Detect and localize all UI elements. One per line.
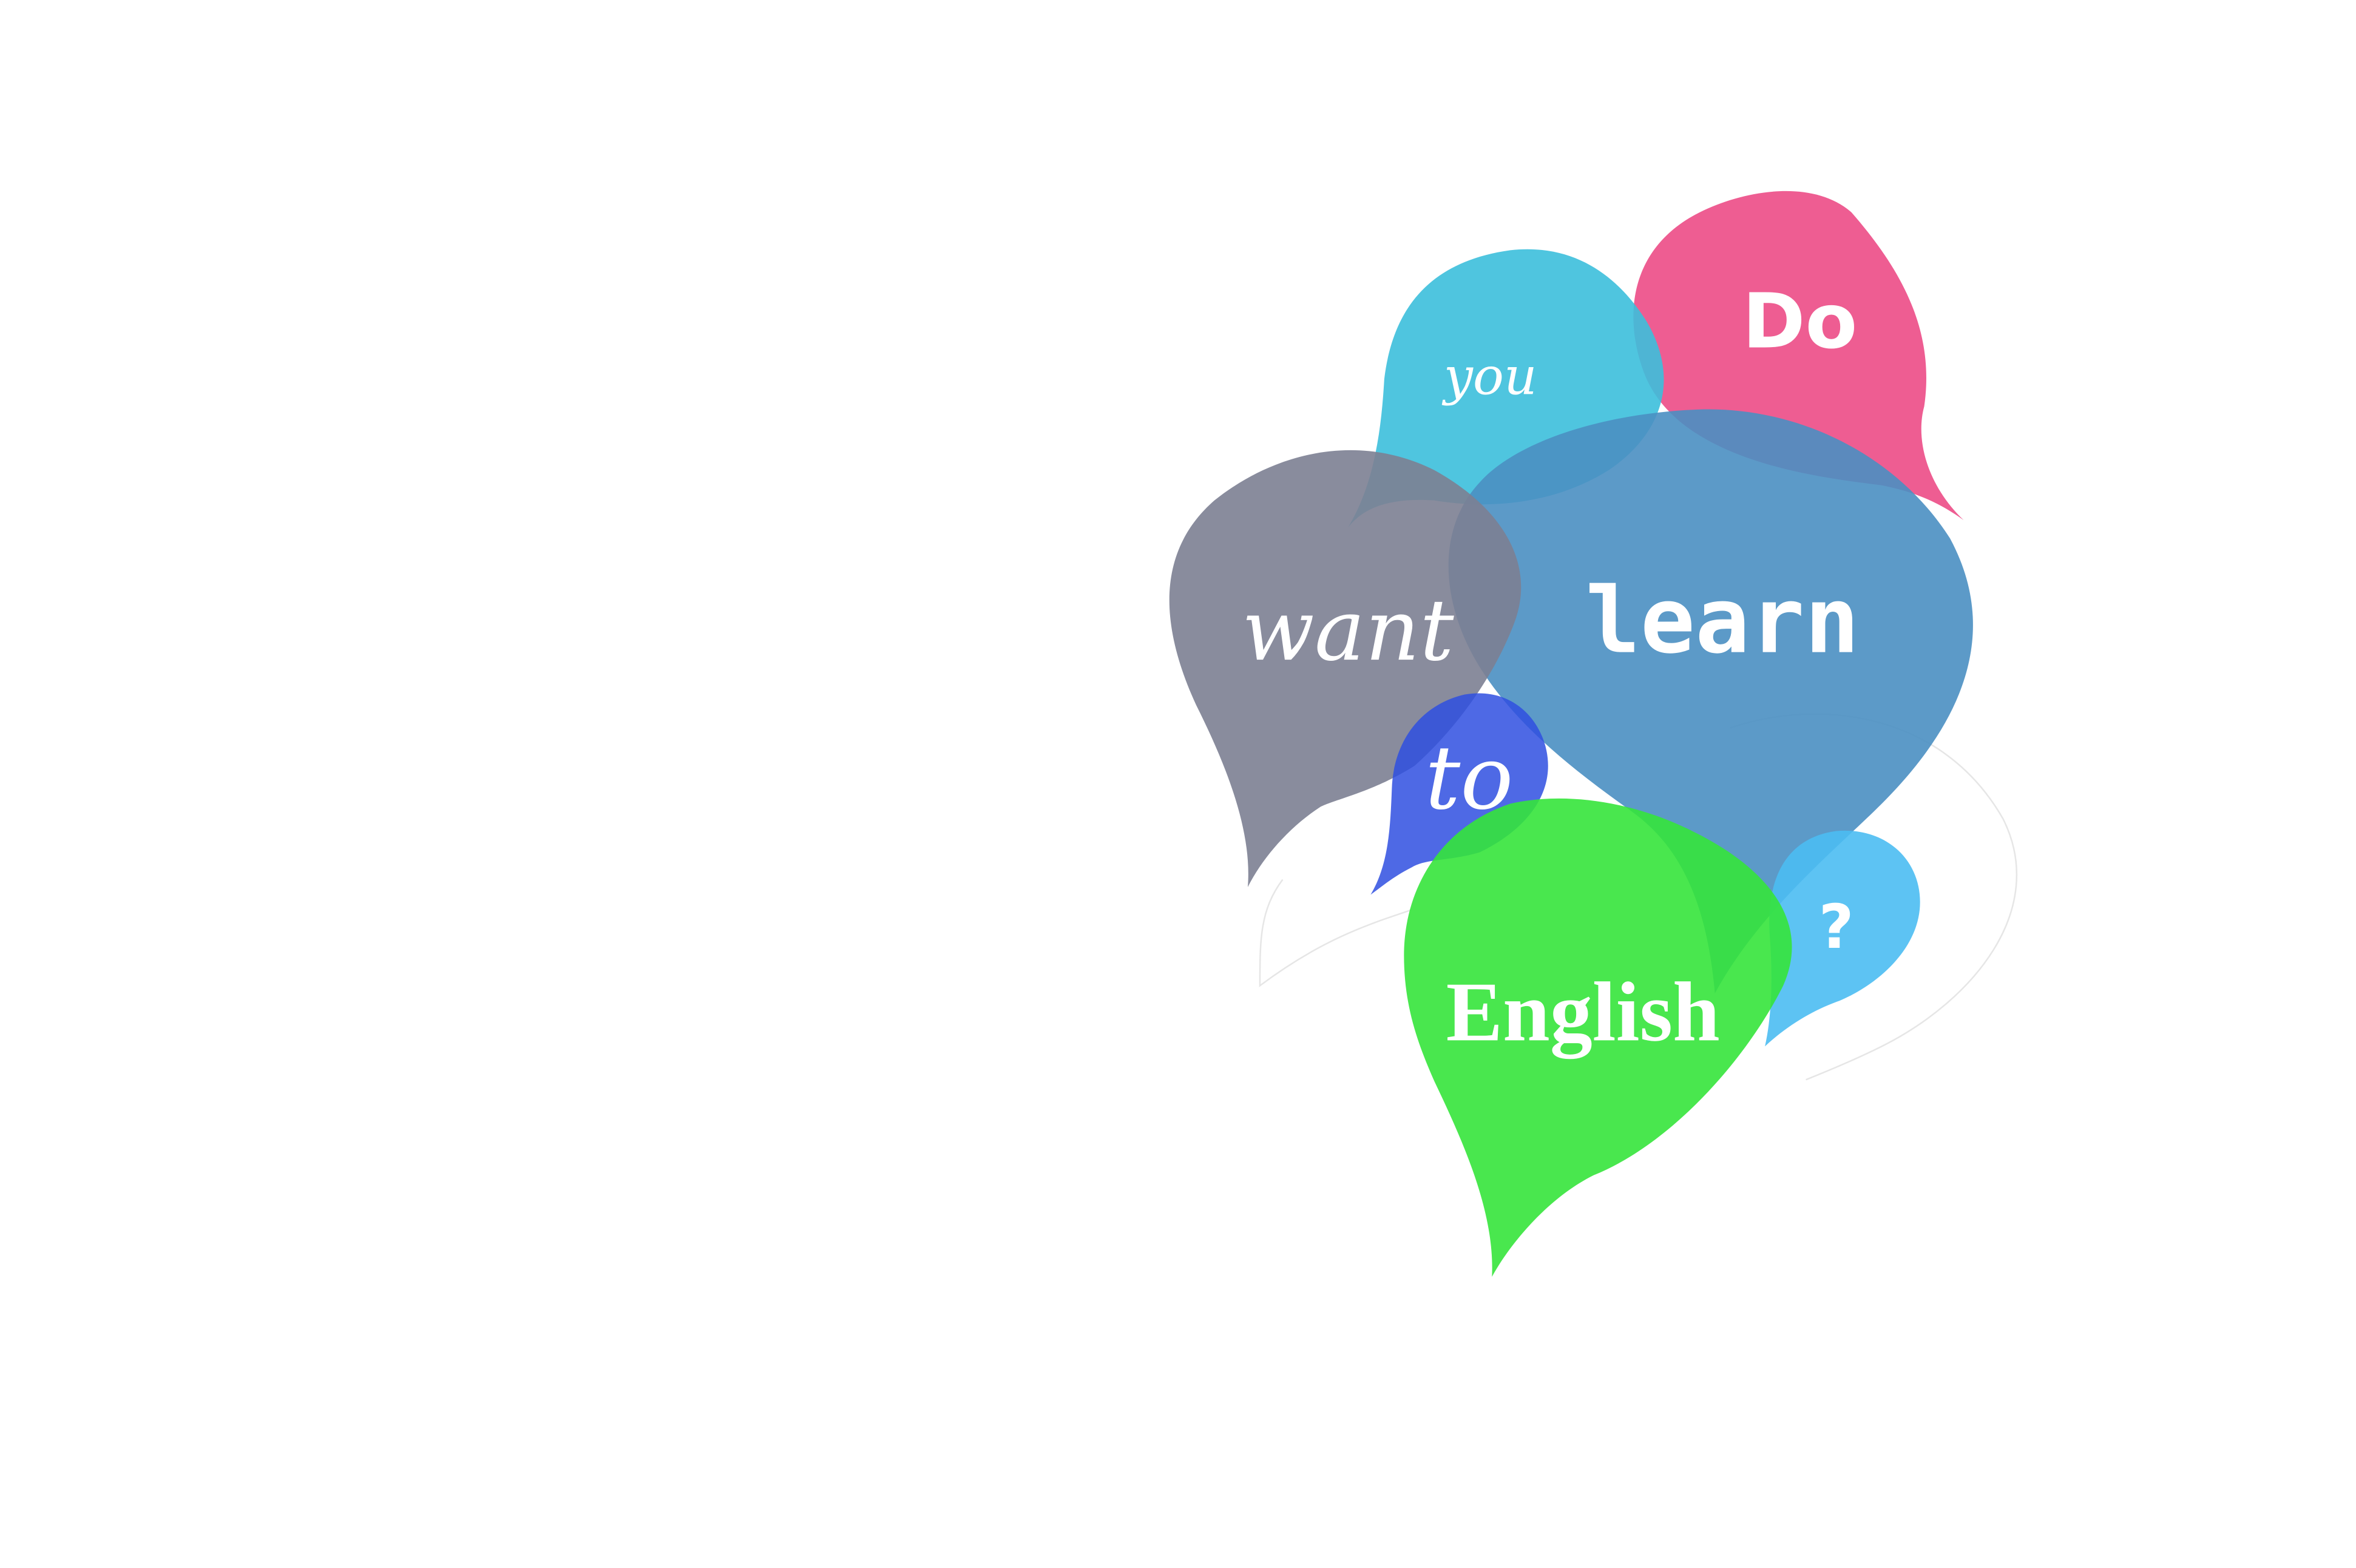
steel-blue-speech-bubble: [1448, 409, 1973, 993]
word-to: to: [1425, 727, 1514, 830]
word-question-mark: ?: [1819, 891, 1854, 962]
word-english: English: [1446, 965, 1720, 1059]
word-you: you: [1441, 347, 1537, 407]
word-do: Do: [1742, 277, 1858, 365]
word-want: want: [1242, 581, 1454, 680]
word-learn: learn: [1585, 569, 1859, 674]
faint-outline-bubble-left: [1259, 879, 1412, 987]
green-speech-bubble: [1404, 798, 1792, 1277]
sky-blue-speech-bubble: [1765, 830, 1920, 1047]
slate-gray-speech-bubble: [1169, 450, 1522, 887]
royal-blue-speech-bubble: [1370, 693, 1548, 895]
